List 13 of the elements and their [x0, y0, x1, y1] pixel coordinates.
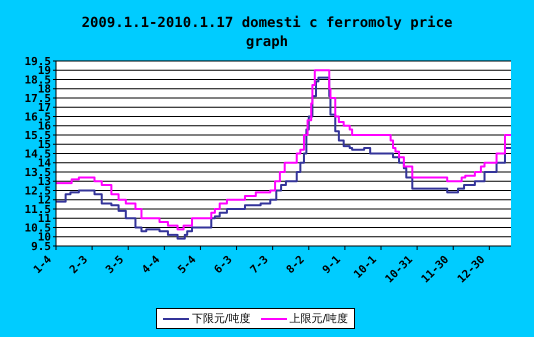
- legend-label: 下限元/吨度: [190, 311, 250, 326]
- x-tick-label: 3-5: [103, 252, 126, 276]
- x-tick-label: 5-4: [175, 252, 199, 276]
- x-tick-label: 7-3: [248, 252, 271, 276]
- x-tick-label: 8-2: [284, 252, 307, 276]
- x-tick-label: 6-3: [211, 252, 235, 276]
- x-tick-label: 1-4: [30, 252, 54, 276]
- x-tick-label: 9-1: [320, 252, 344, 276]
- x-tick-label: 2-3: [66, 252, 90, 276]
- chart-title: 2009.1.1-2010.1.17 domesti c ferromoly price graph: [80, 14, 454, 52]
- x-tick-label: 4-4: [139, 252, 163, 276]
- y-tick-label: 9.5: [31, 240, 51, 253]
- legend-label: 上限元/吨度: [288, 311, 348, 326]
